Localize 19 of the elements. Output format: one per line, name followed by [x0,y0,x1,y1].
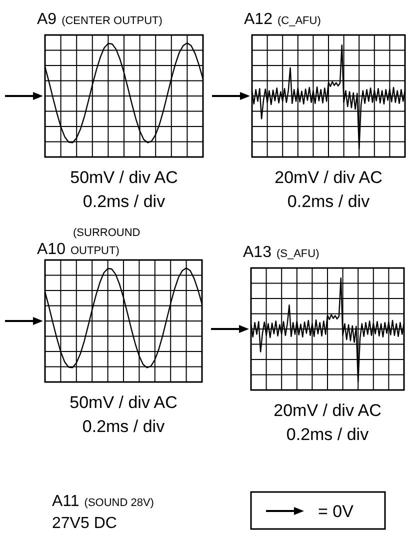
text: 20mV / div AC [274,401,382,420]
text: 27V5 DC [52,515,117,532]
text: (SURROUND OUTPUT) [70,227,140,257]
text: = 0V [318,502,354,521]
text: 0.2ms / div [287,192,370,211]
text: 50mV / div AC [70,393,178,412]
text: A11 (SOUND 28V) [52,493,154,510]
chart-subtitle: (CENTER OUTPUT) [62,15,162,27]
text: 20mV / div AC [274,168,382,187]
text: 0.2ms / div [82,417,166,436]
text: 50mV / div AC [70,168,178,187]
chart-subtitle: (S_AFU) [276,248,320,260]
chart-subtitle: (C_AFU) [277,15,321,27]
chart-title: A10 [37,241,66,258]
text: 0.2ms / div [286,425,370,444]
chart-title: A9 [37,11,57,28]
chart-title: A13 [243,244,272,261]
text: 0.2ms / div [82,192,166,211]
chart-title: A12 [244,11,273,28]
